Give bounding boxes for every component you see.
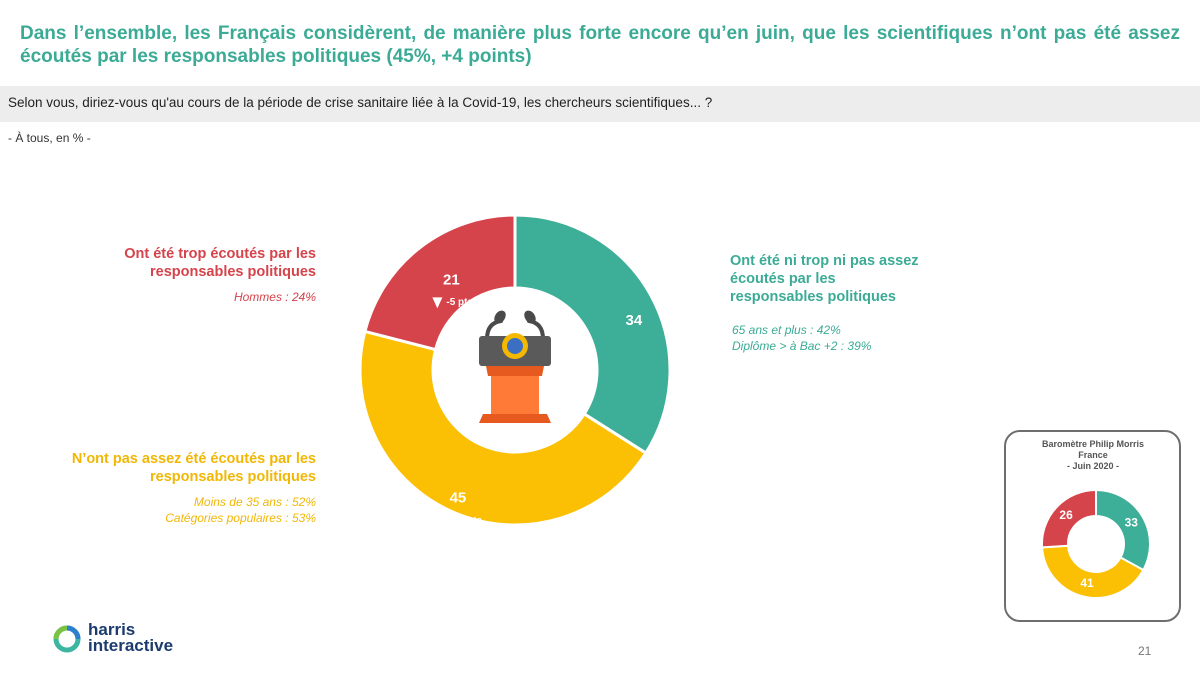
mini-value-label-1: 41: [1080, 576, 1094, 590]
logo-text: harris interactive: [88, 620, 174, 655]
main-slice-0: [513, 213, 672, 456]
comparison-title-line1: Baromètre Philip Morris: [1041, 439, 1145, 449]
comparison-title-line2: France: [1078, 450, 1108, 460]
comparison-title: Baromètre Philip Morris France - Juin 20…: [1010, 439, 1176, 472]
sub-too-listened: Hommes : 24%: [233, 290, 316, 304]
label-neither-line3: responsables politiques: [730, 289, 896, 305]
main-slice-1: [358, 329, 648, 527]
sub-neither: 65 ans et plus : 42% Diplôme > à Bac +2 …: [732, 322, 972, 354]
main-value-label-1: 45: [450, 490, 467, 507]
comparison-donut-chart: 33 41 26: [1041, 488, 1151, 599]
label-too-listened-line1: Ont été trop écoutés par les: [124, 246, 316, 262]
mini-value-label-0: 33: [1125, 515, 1139, 529]
mini-slice-1: [1041, 544, 1145, 599]
harris-interactive-logo-icon: [53, 625, 81, 653]
mini-value-label-2: 26: [1059, 508, 1073, 522]
survey-question: Selon vous, diriez-vous qu'au cours de l…: [8, 95, 713, 110]
label-neither: Ont été ni trop ni pas assez écoutés par…: [730, 252, 970, 306]
main-value-label-0: 34: [625, 312, 642, 329]
label-neither-line2: écoutés par les: [730, 271, 836, 287]
sub-not-enough-line1: Moins de 35 ans : 52%: [193, 495, 316, 509]
label-too-listened: Ont été trop écoutés par les responsable…: [60, 245, 316, 281]
main-change-label-1: +4 pts: [453, 515, 483, 526]
sub-neither-line1: 65 ans et plus : 42%: [732, 323, 841, 337]
sub-not-enough-line2: Catégories populaires : 53%: [165, 511, 316, 525]
mini-slice-0: [1095, 488, 1151, 572]
main-change-arrow-1: [438, 514, 449, 526]
main-donut-chart: 34 45 +4 pts 21 -5 pts: [358, 213, 672, 527]
logo-text-line1: harris: [88, 620, 136, 639]
podium-microphone-icon: [479, 310, 551, 423]
mini-slice-2: [1041, 488, 1097, 549]
label-not-enough-line1: N’ont pas assez été écoutés par les: [71, 451, 316, 467]
label-too-listened-line2: responsables politiques: [150, 264, 316, 280]
logo-text-line2: interactive: [88, 636, 174, 655]
main-change-arrow-2: [432, 297, 443, 309]
comparison-title-line3: - Juin 2020 -: [1066, 461, 1120, 471]
sub-not-enough: Moins de 35 ans : 52% Catégories populai…: [30, 494, 316, 526]
sub-neither-line2: Diplôme > à Bac +2 : 39%: [732, 339, 872, 353]
question-band: [0, 86, 1200, 122]
base-note: - À tous, en % -: [8, 131, 91, 145]
label-not-enough-line2: responsables politiques: [150, 469, 316, 485]
label-not-enough: N’ont pas assez été écoutés par les resp…: [30, 450, 316, 486]
page-title: Dans l’ensemble, les Français considèren…: [20, 23, 1180, 67]
page-number: 21: [1138, 644, 1152, 658]
label-neither-line1: Ont été ni trop ni pas assez: [730, 253, 919, 269]
main-value-label-2: 21: [443, 271, 460, 288]
main-slice-2: [363, 213, 517, 352]
main-change-label-2: -5 pts: [446, 297, 473, 308]
